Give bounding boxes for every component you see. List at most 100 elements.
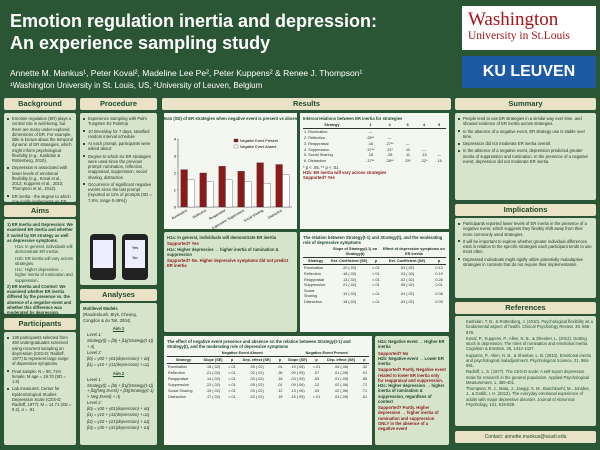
aim-text: 1) ER Inertia and Depression: We examine… — [7, 222, 73, 243]
bullet: Participants reported lower levels of ER… — [458, 221, 593, 237]
result-note: H1a: In general, individuals will demons… — [167, 235, 277, 240]
hypothesis: H1a: In general, individuals will demons… — [15, 244, 73, 255]
column-header: 3 — [399, 122, 416, 130]
bar-chart: Mean (SD) of ER strategies when negative… — [164, 113, 297, 229]
washu-logo: Washington University in St.Louis — [462, 6, 596, 50]
table-cell: .13 (.02) — [342, 277, 357, 282]
table-cell: <.01 — [228, 364, 236, 369]
column-header: Slope (SE) — [199, 356, 227, 365]
bullet: Depression is associated with lower leve… — [7, 165, 73, 191]
section-heading: Aims — [4, 205, 76, 217]
kul-logo: KU LEUVEN — [462, 56, 596, 88]
bar — [263, 183, 271, 208]
table-title: Intercorrelations between ER inertia for… — [303, 116, 403, 121]
equation: Strategy(t) = β0j + β1j(Strategy(t-1)) +… — [87, 383, 154, 399]
poster-title: Emotion regulation inertia and depressio… — [10, 10, 377, 54]
column-header: Strategy — [303, 122, 361, 130]
legend-label: Negative Event Present — [240, 139, 278, 143]
table-cell: <.01 — [228, 376, 236, 381]
table-cell: — — [437, 153, 442, 158]
group-header: Negative Event Absent — [199, 350, 285, 358]
column-header: p — [275, 356, 285, 365]
table-row: Strategy Est. Coefficient (SE) p Est. Coeff… — [303, 257, 446, 266]
column-header: Est. Coefficient (SE) — [328, 257, 370, 266]
notes1-box: H1a: In general, individuals will demons… — [164, 232, 297, 332]
equation: β0j = γ00 + γ01(depression) + u0j — [87, 406, 150, 411]
section-heading: Results — [162, 98, 451, 110]
equation: Level 1: — [87, 332, 102, 337]
table-row: 6. Distraction .37** .28** .25* .22* .16 — [303, 159, 446, 165]
table-cell: .16 — [436, 159, 442, 164]
table2-box: The relation between Strategy(t-1) and S… — [300, 232, 449, 332]
table-cell: .03 (.05) — [290, 376, 305, 381]
table-caption: The effect of negative event presence an… — [167, 339, 351, 350]
table-cell: .03 (.02) — [399, 265, 415, 270]
bar — [225, 179, 233, 208]
reference: Thompson, R. J., Mata, J., Jaeggi, S. M.… — [466, 386, 590, 407]
table-cell: .19 (.02) — [342, 291, 357, 296]
column-header: Dep. effect (SE) — [322, 356, 360, 365]
title-line: Emotion regulation inertia and depressio… — [10, 11, 378, 31]
table-cell: <.01 — [372, 283, 380, 288]
table-cell: .02 (.02) — [399, 277, 415, 282]
hypothesis: H1b: ER inertia will vary across strateg… — [15, 255, 73, 266]
column-header: 2 — [380, 122, 400, 130]
y-tick-label: 2 — [174, 170, 177, 175]
table-cell: 0.19 — [435, 271, 443, 276]
table-cell: .12 — [404, 147, 411, 152]
column-header: Est. Coefficient (SE) — [381, 257, 433, 266]
column-header: 5 — [432, 122, 446, 130]
section-heading: Analyses — [80, 289, 157, 301]
bullet: Occurrence of significant negative event… — [83, 182, 154, 203]
bullet: Degree to which six ER strategies were u… — [83, 154, 154, 180]
bar — [180, 169, 188, 208]
bullet: Lab measures: Center for Epidemiological… — [7, 386, 73, 412]
supported: Supported? Yes — [303, 175, 335, 181]
table-row: Reappraisal .13 (.02) <.01 .02 (.02) 0.26 — [303, 277, 446, 283]
table-cell: .91 — [361, 370, 368, 375]
table-row: Distraction .17 (.02) <.01 .03 (.02) .15 .15 … — [167, 394, 369, 400]
table3-box: The effect of negative event presence an… — [164, 336, 372, 445]
aim-text: 2) ER Inertia and Context: We examined w… — [7, 283, 72, 314]
equation: β2j = γ20 + γ21(depression) + u2j — [87, 418, 150, 424]
column-header: p — [226, 356, 238, 365]
table-cell: — — [405, 141, 410, 146]
citation: (Raudenbush, Bryk, Cheong, Congdon & du … — [83, 312, 138, 323]
table-row: Social Sharing .19 (.02) <.01 .04 (.02) 0.08 — [303, 289, 446, 300]
table-cell: Reappraisal — [168, 376, 189, 381]
table-cell: 2. Reflection — [304, 135, 326, 140]
table-cell: .03 (.02) — [249, 388, 264, 393]
table-cell: .05 (.02) — [399, 283, 415, 288]
equation: Level 2: — [87, 399, 102, 405]
table-cell: .15 (.05) — [290, 394, 305, 399]
table-cell: .04 (.02) — [399, 291, 415, 296]
logo-text: University in St.Louis — [468, 30, 570, 42]
column-header: Strategy — [167, 356, 200, 365]
table-cell: 0.13 — [435, 265, 443, 270]
table-cell: .61 — [361, 394, 368, 399]
table-row: Strategy 1 2 3 4 5 — [303, 122, 446, 130]
phones-illustration: Yes No — [90, 234, 148, 280]
table-cell: <.01 — [228, 382, 236, 387]
table-cell: .09 (.05) — [290, 370, 305, 375]
y-tick-label: 0 — [174, 204, 177, 209]
table-cell: .01 — [277, 364, 283, 369]
legend-swatch — [233, 144, 239, 149]
equation: β3j = γ30 + γ31(depression) + u3j — [87, 424, 150, 430]
table-cell: .03 — [313, 388, 320, 393]
table-cell: .03 (.05) — [334, 394, 349, 399]
section-heading: Background — [4, 98, 76, 110]
x-tick-label: Rumination — [171, 208, 188, 220]
bullet: It will be important to explore whether … — [458, 239, 593, 255]
table-cell: .14 (.02) — [205, 376, 221, 381]
table-row: Reflection .18 (.02) <.01 .03 (.02) 0.19 — [303, 271, 446, 277]
bullet: Experience Sampling with Palm Tungsten E… — [83, 116, 154, 127]
table-cell: .28** — [385, 159, 394, 164]
result-note: Supported? No — [378, 350, 409, 356]
y-tick-label: 1 — [174, 187, 177, 192]
table-row: Suppression .22 (.02) <.01 .05 (.02) .01 .09 … — [167, 382, 369, 388]
contact: Contact: annette.mankus@wustl.edu — [455, 431, 596, 443]
table-cell: 0.09 — [435, 300, 443, 305]
table-row: Rumination .18 (.02) <.01 .05 (.02) .01 .19 (… — [167, 364, 369, 370]
